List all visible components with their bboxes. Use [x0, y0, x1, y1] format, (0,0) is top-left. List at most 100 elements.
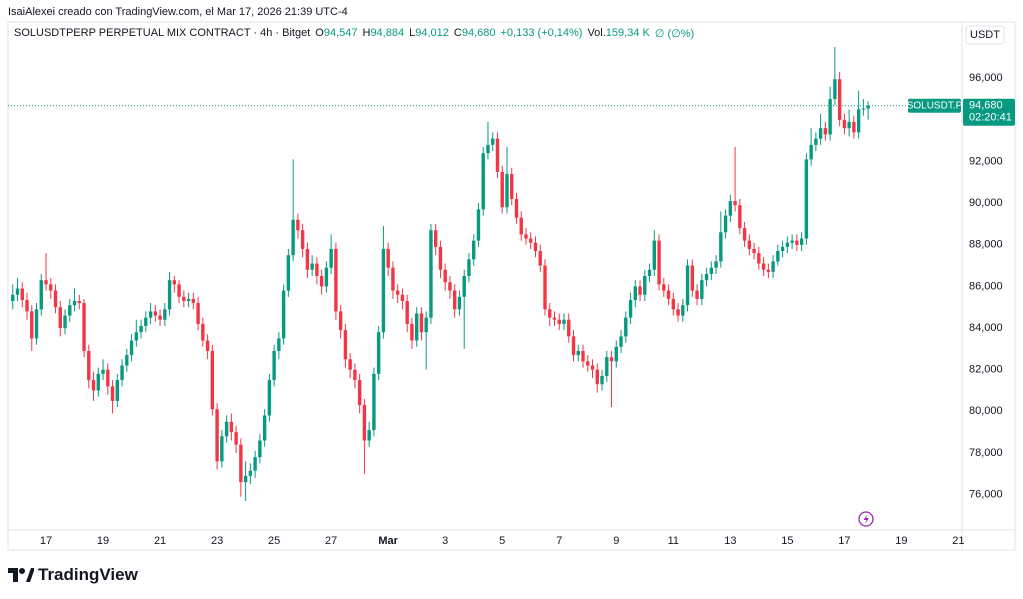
x-tick-label: 17	[40, 535, 52, 547]
y-tick-label: 80,000	[969, 405, 1003, 417]
candle-body	[82, 303, 86, 351]
currency[interactable]: USDT	[970, 29, 1000, 41]
candle-body	[296, 219, 300, 231]
candle-body	[429, 230, 433, 318]
candle-body	[628, 299, 633, 318]
candle-body	[571, 336, 576, 356]
x-tick-label: 25	[268, 535, 280, 547]
candle-body	[524, 234, 528, 239]
candle-body	[110, 386, 115, 401]
candle-body	[30, 311, 34, 339]
candle-body	[39, 280, 43, 310]
ohlc-label: C	[453, 27, 462, 39]
candle-body	[576, 350, 580, 356]
candle-body	[210, 350, 215, 410]
candle-body	[771, 261, 775, 272]
candle-body	[253, 457, 257, 471]
candle-body	[776, 251, 780, 262]
candle-body	[676, 309, 680, 316]
candle-body	[305, 248, 310, 270]
symbol-title: SOLUSDTPERP PERPETUAL MIX CONTRACT · 4h …	[14, 27, 311, 39]
candle-body	[780, 246, 785, 252]
candle-body	[491, 138, 495, 145]
candle-body	[177, 284, 181, 297]
candle-body	[685, 265, 690, 306]
candle-body	[68, 305, 72, 316]
y-tick-label: 86,000	[969, 280, 1003, 292]
ohlc-label: H	[362, 27, 371, 39]
candle-body	[567, 319, 571, 337]
header: IsaiAlexei creado con TradingView.com, e…	[8, 6, 348, 18]
candle-body	[234, 432, 238, 445]
candle-body	[258, 440, 262, 458]
candle-body	[514, 198, 519, 218]
ohlc-value: 94,680	[461, 27, 496, 39]
candle-body	[134, 332, 139, 341]
volume: 159,34 K	[605, 27, 650, 39]
candle-body	[595, 369, 599, 385]
candle-body	[638, 286, 642, 295]
candle-body	[472, 240, 476, 260]
candle-body	[761, 263, 766, 270]
candle-body	[77, 300, 81, 304]
candle-body	[443, 269, 447, 283]
candle-body	[433, 230, 438, 247]
candle-body	[53, 290, 58, 308]
candle-body	[448, 282, 452, 291]
legend: SOLUSDTPERP PERPETUAL MIX CONTRACT · 4h …	[14, 27, 694, 40]
candle-body	[766, 269, 771, 272]
candle-body	[823, 128, 828, 135]
candle-body	[310, 263, 314, 270]
y-tick-label: 76,000	[969, 489, 1003, 501]
candle-body	[510, 173, 514, 199]
candle-body	[139, 325, 143, 333]
candle-body	[106, 369, 110, 387]
candle-body	[790, 240, 794, 243]
candle-body	[856, 109, 861, 133]
volume-change: ∅ (∅%)	[654, 28, 695, 40]
candle-body	[438, 246, 443, 270]
candle-body	[704, 273, 709, 281]
candle-body	[619, 336, 623, 347]
currency-box[interactable]	[965, 25, 1005, 45]
candle-body	[96, 373, 100, 391]
candle-body	[804, 159, 809, 239]
candle-body	[419, 313, 424, 333]
event-icon[interactable]	[858, 511, 874, 527]
candle-body	[239, 444, 243, 483]
candle-body	[538, 251, 542, 266]
candle-body	[643, 276, 647, 295]
candle-body	[44, 280, 48, 285]
candle-body	[353, 369, 357, 381]
candle-body	[795, 240, 799, 245]
x-tick-label: 13	[724, 535, 736, 547]
x-tick-label: 21	[952, 535, 964, 547]
candle-body	[505, 173, 509, 208]
candle-body	[267, 380, 272, 416]
candle-body	[362, 405, 367, 441]
candle-body	[747, 240, 752, 249]
candle-body	[543, 265, 547, 310]
candle-body	[286, 255, 291, 291]
logo: TradingView	[8, 565, 138, 585]
candle-body	[548, 309, 552, 318]
candle-body	[315, 263, 319, 276]
candle-body	[329, 248, 333, 268]
candle-body	[700, 280, 704, 299]
change: +0,133 (+0,14%)	[500, 27, 583, 39]
frame	[7, 21, 1016, 551]
candle-body	[348, 359, 352, 370]
candle-body	[220, 436, 224, 462]
price-badge-text: 94,680	[969, 100, 1003, 112]
candle-body	[262, 415, 267, 441]
candle-body	[338, 311, 343, 331]
candle-body	[833, 79, 837, 100]
candle-body	[125, 355, 129, 366]
candle-body	[215, 409, 219, 462]
candle-body	[158, 315, 162, 320]
candle-body	[291, 219, 295, 256]
x-tick-label: 9	[613, 535, 619, 547]
candle-body	[229, 421, 234, 433]
ohlc-value: 94,884	[370, 27, 405, 39]
candle-body	[647, 269, 652, 276]
